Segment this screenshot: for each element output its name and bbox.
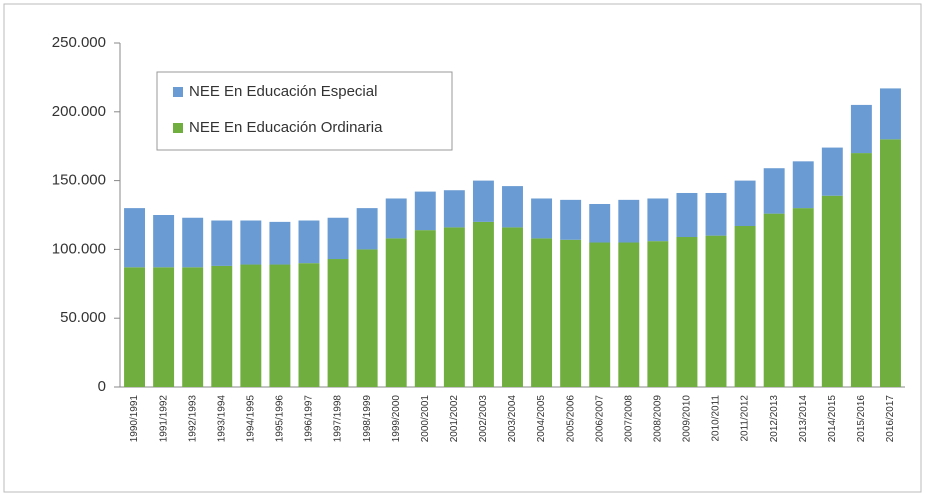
x-tick-label: 2011/2012 (740, 395, 751, 442)
bar-segment (502, 227, 523, 387)
bar-segment (705, 192, 727, 236)
bar-segment (327, 217, 349, 260)
bar-segment (734, 226, 756, 387)
bar-segment (850, 104, 872, 154)
bar-segment (647, 241, 669, 387)
bar-segment (240, 220, 262, 265)
bar-segment (211, 220, 233, 266)
bar-segment (211, 265, 233, 387)
bar-segment (182, 267, 204, 387)
bar-segment (269, 264, 291, 387)
bar-segment (443, 227, 465, 387)
bar-segment (531, 198, 553, 239)
bar-segment (414, 191, 436, 231)
x-tick-label: 2014/2015 (827, 395, 838, 443)
x-tick-label: 2004/2005 (536, 395, 547, 443)
bar-segment (589, 203, 611, 243)
x-tick-label: 2003/2004 (507, 395, 518, 443)
bar-segment (560, 199, 582, 240)
x-tick-label: 2002/2003 (478, 395, 489, 443)
bar-segment (298, 263, 320, 387)
bar-segment (356, 208, 378, 250)
bar-segment (531, 238, 553, 387)
bar-segment (298, 220, 320, 264)
bar-segment (153, 215, 175, 268)
y-tick-label: 50.000 (60, 309, 106, 326)
x-tick-label: 1990/1991 (129, 395, 140, 443)
x-tick-label: 1994/1995 (245, 395, 256, 443)
x-tick-label: 2015/2016 (856, 395, 867, 443)
bar-segment (647, 198, 669, 242)
bar-segment (792, 161, 814, 209)
legend-box (156, 71, 453, 151)
x-tick-label: 2013/2014 (798, 395, 809, 443)
x-tick-label: 2001/2002 (449, 395, 460, 443)
bar-segment (618, 199, 640, 243)
x-tick-label: 2009/2010 (682, 395, 693, 443)
bar-segment (153, 267, 175, 387)
bar-segment (327, 259, 349, 387)
bar-segment (705, 235, 727, 387)
x-tick-label: 2016/2017 (885, 395, 896, 443)
bar-segment (763, 168, 785, 214)
bar-segment (502, 186, 523, 228)
x-tick-label: 1998/1999 (362, 395, 373, 443)
x-tick-label: 2012/2013 (769, 395, 780, 443)
bar-segment (589, 242, 611, 387)
bar-segment (356, 249, 378, 387)
bar-segment (385, 238, 407, 387)
x-tick-label: 1999/2000 (391, 395, 402, 443)
bar-segment (879, 139, 901, 387)
x-tick-label: 2007/2008 (623, 395, 634, 443)
bar-segment (734, 180, 756, 227)
bar-segment (472, 180, 494, 222)
bar-segment (676, 237, 698, 387)
y-tick-label: 250.000 (52, 34, 106, 51)
x-tick-label: 2008/2009 (653, 395, 664, 443)
legend-swatch (173, 123, 183, 133)
bar-segment (821, 147, 843, 196)
x-tick-label: 2005/2006 (565, 395, 576, 443)
bar-segment (269, 221, 291, 265)
bar-segment (414, 230, 436, 387)
bar-segment (792, 208, 814, 387)
x-tick-label: 2000/2001 (420, 395, 431, 443)
x-tick-label: 1996/1997 (304, 395, 315, 443)
bar-segment (676, 192, 698, 238)
x-tick-label: 1997/1998 (333, 395, 344, 443)
y-tick-label: 150.000 (52, 172, 106, 189)
x-tick-label: 1992/1993 (187, 395, 198, 443)
bar-segment (472, 221, 494, 387)
bar-segment (124, 208, 146, 268)
bar-segment (560, 239, 582, 387)
bar-segment (618, 242, 640, 387)
x-tick-label: 2010/2011 (711, 395, 722, 442)
legend-label: NEE En Educación Especial (189, 83, 377, 100)
bar-segment (240, 264, 262, 387)
bar-segment (385, 198, 407, 239)
y-tick-label: 0 (98, 378, 106, 395)
bar-segment (443, 190, 465, 228)
x-tick-label: 1995/1996 (275, 395, 286, 443)
x-tick-label: 2006/2007 (594, 395, 605, 443)
x-tick-label: 1993/1994 (216, 395, 227, 443)
y-tick-label: 200.000 (52, 103, 106, 120)
legend-swatch (173, 87, 183, 97)
bar-segment (124, 267, 146, 387)
bar-segment (182, 217, 204, 268)
bar-segment (850, 153, 872, 387)
bar-segment (763, 213, 785, 387)
bar-segment (879, 88, 901, 140)
y-tick-label: 100.000 (52, 240, 106, 257)
legend-label: NEE En Educación Ordinaria (189, 119, 383, 136)
x-tick-label: 1991/1992 (158, 395, 169, 443)
bar-segment (821, 195, 843, 387)
